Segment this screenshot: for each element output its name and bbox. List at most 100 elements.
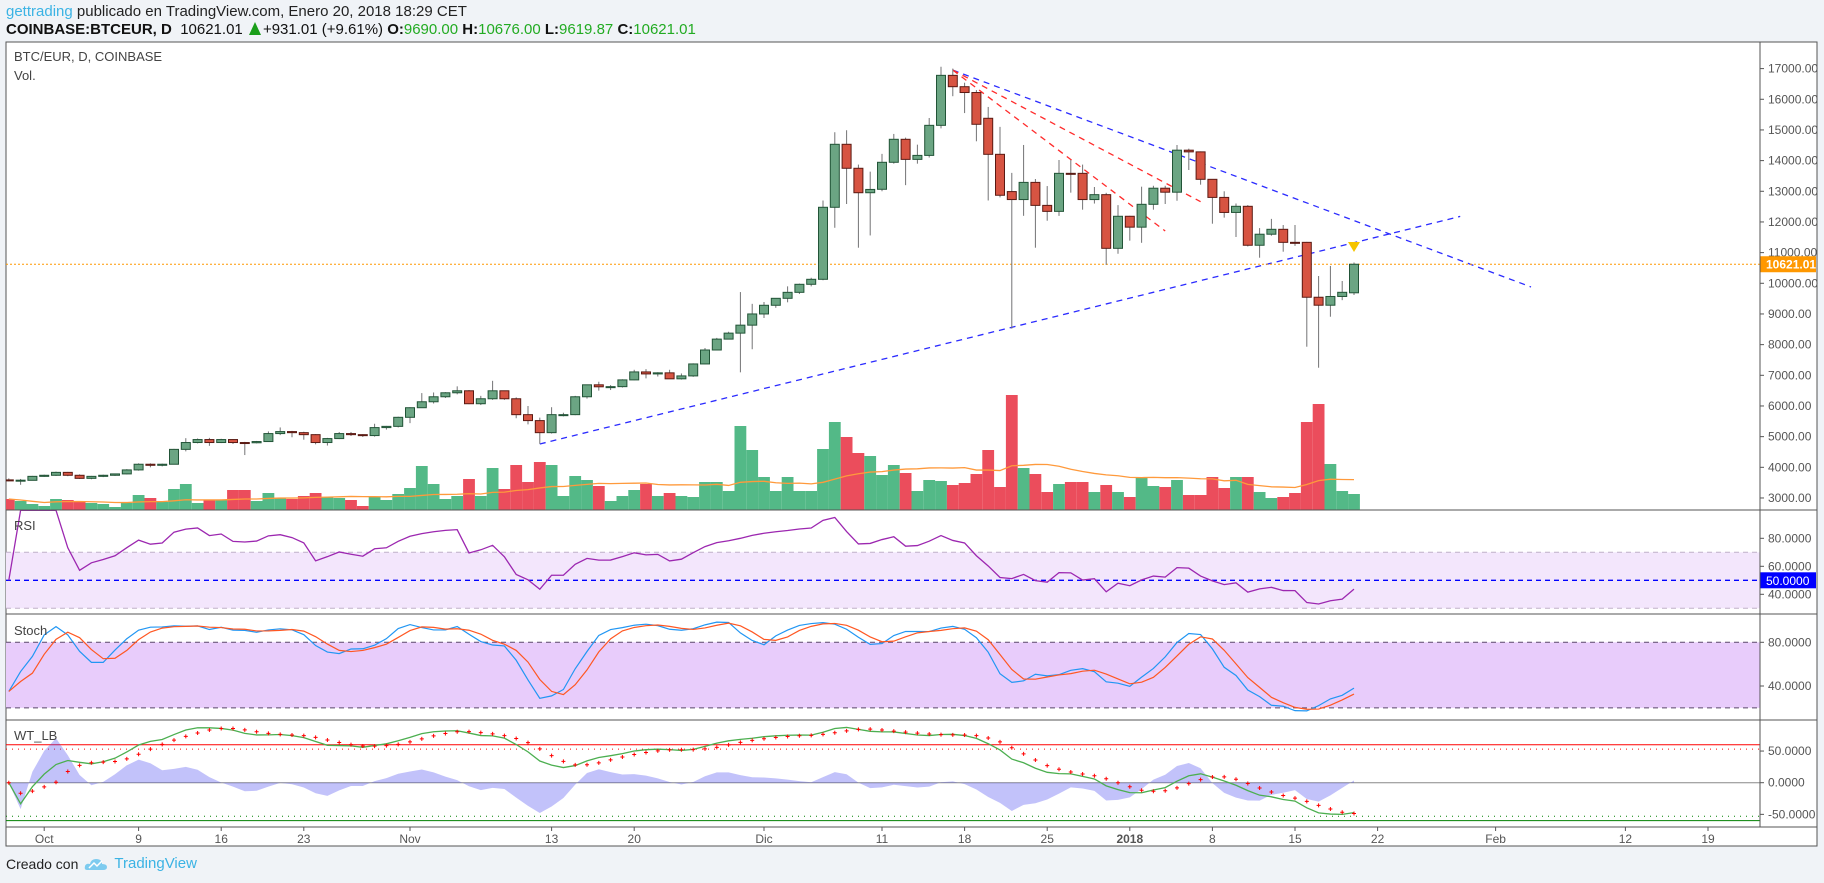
volume-bar [911, 491, 924, 510]
candle [98, 474, 109, 477]
candle [971, 92, 982, 125]
wt2-marker [372, 744, 377, 749]
price-pane[interactable] [3, 66, 1760, 510]
volume-bar [935, 481, 947, 510]
volume-bar [120, 503, 133, 510]
candle [641, 371, 651, 375]
signal-triangle-icon [1348, 242, 1360, 253]
volume-bar [864, 456, 877, 510]
author-link[interactable]: gettrading [6, 3, 73, 20]
candle [888, 138, 899, 163]
volume-bar [73, 502, 86, 510]
candle [770, 297, 781, 306]
candle [511, 398, 522, 416]
tradingview-link[interactable]: TradingView [114, 855, 197, 872]
candle [900, 138, 911, 160]
price-tick-label: 16000.00 [1768, 92, 1818, 106]
time-tick-label: 25 [1041, 832, 1055, 846]
volume-bar [486, 468, 499, 510]
volume-bar [238, 490, 251, 510]
last-price-tag [1760, 256, 1816, 273]
wt2-marker [42, 784, 47, 789]
wt2-marker [667, 747, 672, 752]
price-tick-label: 3000.00 [1768, 491, 1812, 505]
tradingview-logo-icon[interactable] [84, 856, 108, 872]
wt2-marker [1222, 774, 1227, 779]
candle [676, 375, 687, 380]
wt-pane[interactable] [6, 726, 1760, 822]
candle [1089, 194, 1100, 201]
volume-bar [569, 476, 582, 510]
candle [275, 431, 286, 435]
wt2-marker [821, 732, 825, 737]
candle [664, 372, 675, 380]
wt2-marker [679, 747, 684, 752]
wt2-marker [6, 780, 11, 785]
wt2-marker [1352, 811, 1356, 816]
wt2-marker [950, 732, 955, 737]
stoch-label: Stoch [14, 623, 47, 638]
volume-bar [392, 494, 405, 510]
last-price-tag-label: 10621.01 [1766, 258, 1816, 272]
wt2-marker [266, 731, 271, 736]
wt2-marker [549, 753, 554, 758]
time-tick-label: 8 [1209, 832, 1216, 846]
wt2-marker [1057, 767, 1061, 772]
volume-bar [628, 490, 641, 510]
wt2-marker [478, 730, 483, 735]
candle [947, 74, 958, 88]
candle [416, 401, 427, 409]
volume-bar [404, 488, 416, 510]
candle [499, 390, 510, 400]
volume-bar [1324, 464, 1337, 510]
candle [1313, 296, 1324, 306]
candle [652, 372, 663, 375]
wt2-marker [891, 729, 896, 734]
candle [1136, 203, 1147, 228]
low-label: L: [544, 21, 560, 38]
volume-bar [604, 501, 617, 510]
candle [475, 398, 486, 405]
candle [239, 442, 250, 445]
candle [405, 407, 415, 418]
candle [51, 471, 61, 476]
wt2-marker [915, 731, 920, 736]
created-with-text: Creado con [6, 855, 79, 872]
volume-bar [1182, 495, 1195, 510]
time-tick-label: 2018 [1116, 832, 1143, 846]
rsi-pane[interactable] [6, 510, 1760, 609]
wt2-marker [903, 730, 908, 735]
candle [1231, 205, 1241, 213]
wt2-marker [1080, 772, 1085, 777]
wt2-marker [455, 729, 460, 734]
candle [298, 432, 309, 436]
candle [806, 278, 817, 285]
wt2-marker [1340, 810, 1345, 815]
volume-label: Vol. [14, 68, 36, 83]
publish-info: gettrading publicado en TradingView.com,… [6, 3, 467, 20]
wt2-marker [927, 732, 932, 737]
wt2-marker [561, 759, 566, 764]
volume-bar [286, 499, 298, 510]
candle [582, 384, 592, 398]
volume-bar [982, 450, 995, 510]
wt2-marker [620, 754, 625, 759]
volume-bar [6, 499, 15, 510]
candle [133, 463, 144, 471]
stoch-pane[interactable] [6, 621, 1760, 712]
candle [1195, 151, 1206, 180]
volume-bar [793, 491, 806, 510]
candle [1207, 178, 1218, 198]
candle [782, 291, 793, 299]
time-tick-label: 23 [297, 832, 311, 846]
volume-bar [746, 450, 759, 510]
candle [1183, 149, 1194, 153]
volume-bar [368, 497, 381, 510]
candle [357, 434, 368, 437]
time-tick-label: 15 [1288, 832, 1302, 846]
candle [1148, 187, 1159, 205]
candle [1337, 291, 1348, 297]
wt-tick-label: -50.0000 [1768, 807, 1816, 821]
volume-bar [439, 499, 452, 510]
